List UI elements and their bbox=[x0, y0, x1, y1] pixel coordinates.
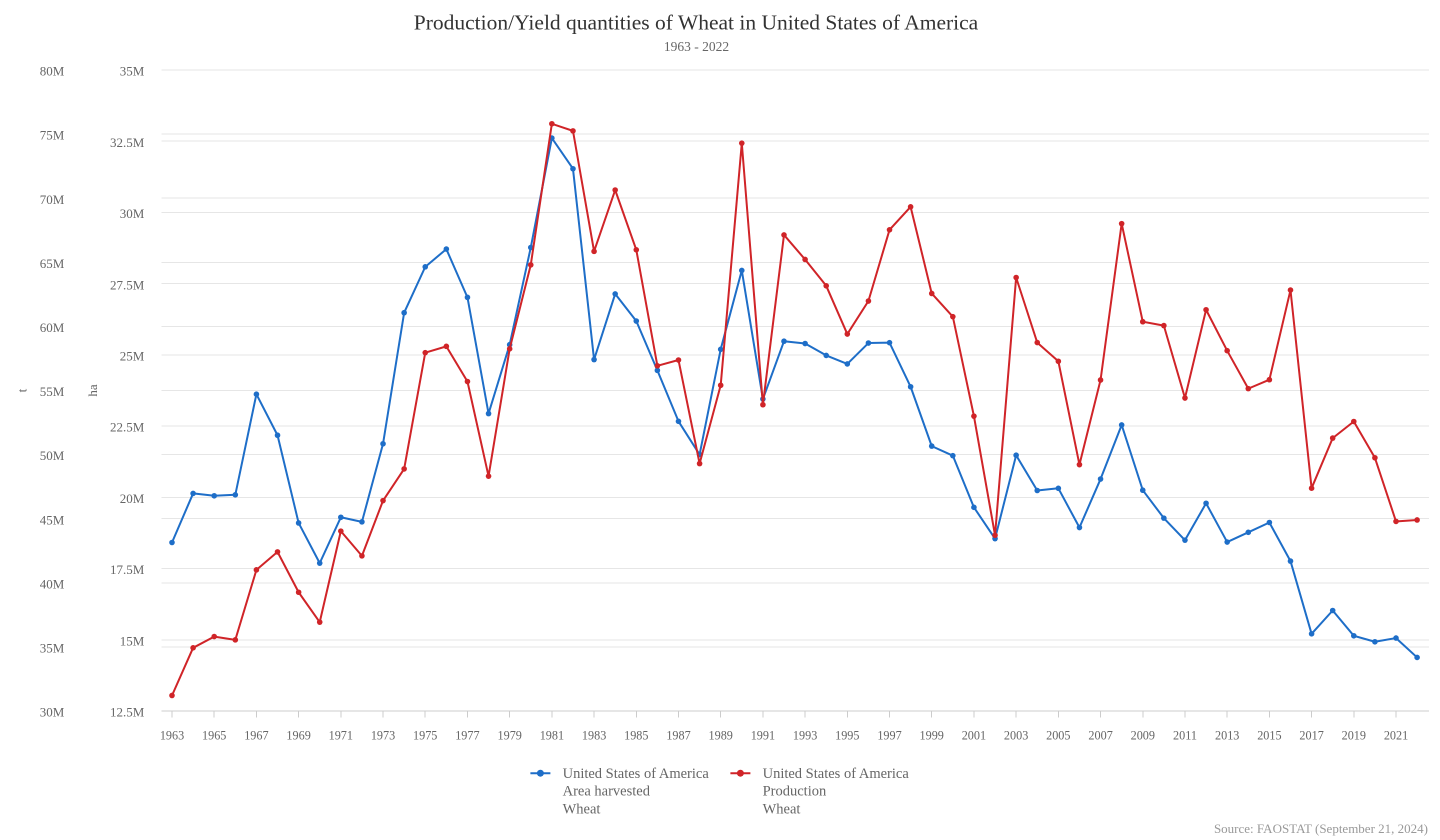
svg-text:15M: 15M bbox=[120, 633, 145, 648]
svg-text:United States of America: United States of America bbox=[763, 766, 910, 782]
svg-text:2013: 2013 bbox=[1215, 729, 1239, 743]
svg-text:1985: 1985 bbox=[624, 729, 648, 743]
svg-text:ha: ha bbox=[85, 384, 100, 397]
svg-text:Wheat: Wheat bbox=[763, 801, 801, 817]
svg-text:1991: 1991 bbox=[751, 729, 775, 743]
svg-text:2011: 2011 bbox=[1173, 729, 1197, 743]
svg-text:1969: 1969 bbox=[286, 729, 310, 743]
svg-text:1971: 1971 bbox=[329, 729, 353, 743]
svg-text:Wheat: Wheat bbox=[563, 801, 601, 817]
svg-text:27.5M: 27.5M bbox=[110, 277, 145, 292]
svg-text:30M: 30M bbox=[40, 705, 65, 720]
svg-text:12.5M: 12.5M bbox=[110, 705, 145, 720]
svg-text:1963 - 2022: 1963 - 2022 bbox=[664, 39, 729, 54]
svg-text:2001: 2001 bbox=[962, 729, 986, 743]
svg-text:25M: 25M bbox=[120, 349, 145, 364]
svg-text:2003: 2003 bbox=[1004, 729, 1028, 743]
svg-text:1979: 1979 bbox=[498, 729, 522, 743]
svg-text:Source: FAOSTAT (September 21,: Source: FAOSTAT (September 21, 2024) bbox=[1214, 821, 1428, 836]
svg-text:35M: 35M bbox=[120, 64, 145, 79]
svg-text:65M: 65M bbox=[40, 256, 65, 271]
svg-text:2015: 2015 bbox=[1257, 729, 1281, 743]
svg-text:1975: 1975 bbox=[413, 729, 437, 743]
svg-text:Production/Yield quantities of: Production/Yield quantities of Wheat in … bbox=[414, 11, 979, 35]
svg-text:40M: 40M bbox=[40, 576, 65, 591]
svg-text:1963: 1963 bbox=[160, 729, 184, 743]
svg-text:1983: 1983 bbox=[582, 729, 606, 743]
svg-text:2019: 2019 bbox=[1342, 729, 1366, 743]
svg-text:United States of America: United States of America bbox=[563, 766, 710, 782]
svg-text:Area harvested: Area harvested bbox=[563, 784, 651, 800]
svg-text:75M: 75M bbox=[40, 128, 65, 143]
svg-text:Production: Production bbox=[763, 784, 827, 800]
svg-text:1987: 1987 bbox=[666, 729, 690, 743]
svg-text:45M: 45M bbox=[40, 512, 65, 527]
svg-text:1989: 1989 bbox=[709, 729, 733, 743]
svg-text:1999: 1999 bbox=[920, 729, 944, 743]
svg-text:2005: 2005 bbox=[1046, 729, 1070, 743]
svg-text:2017: 2017 bbox=[1299, 729, 1323, 743]
svg-text:22.5M: 22.5M bbox=[110, 420, 145, 435]
svg-text:1967: 1967 bbox=[244, 729, 268, 743]
svg-text:55M: 55M bbox=[40, 384, 65, 399]
svg-text:2007: 2007 bbox=[1088, 729, 1112, 743]
svg-text:2021: 2021 bbox=[1384, 729, 1408, 743]
svg-text:80M: 80M bbox=[40, 64, 65, 79]
svg-text:1973: 1973 bbox=[371, 729, 395, 743]
svg-text:30M: 30M bbox=[120, 206, 145, 221]
svg-text:2009: 2009 bbox=[1131, 729, 1155, 743]
svg-text:1977: 1977 bbox=[455, 729, 479, 743]
svg-text:70M: 70M bbox=[40, 192, 65, 207]
svg-text:1995: 1995 bbox=[835, 729, 859, 743]
svg-text:50M: 50M bbox=[40, 448, 65, 463]
svg-text:17.5M: 17.5M bbox=[110, 562, 145, 577]
svg-text:1965: 1965 bbox=[202, 729, 226, 743]
svg-text:20M: 20M bbox=[120, 491, 145, 506]
svg-text:t: t bbox=[15, 388, 30, 392]
svg-text:1997: 1997 bbox=[877, 729, 901, 743]
svg-text:32.5M: 32.5M bbox=[110, 135, 145, 150]
svg-text:60M: 60M bbox=[40, 320, 65, 335]
svg-text:1993: 1993 bbox=[793, 729, 817, 743]
svg-text:35M: 35M bbox=[40, 641, 65, 656]
svg-text:1981: 1981 bbox=[540, 729, 564, 743]
